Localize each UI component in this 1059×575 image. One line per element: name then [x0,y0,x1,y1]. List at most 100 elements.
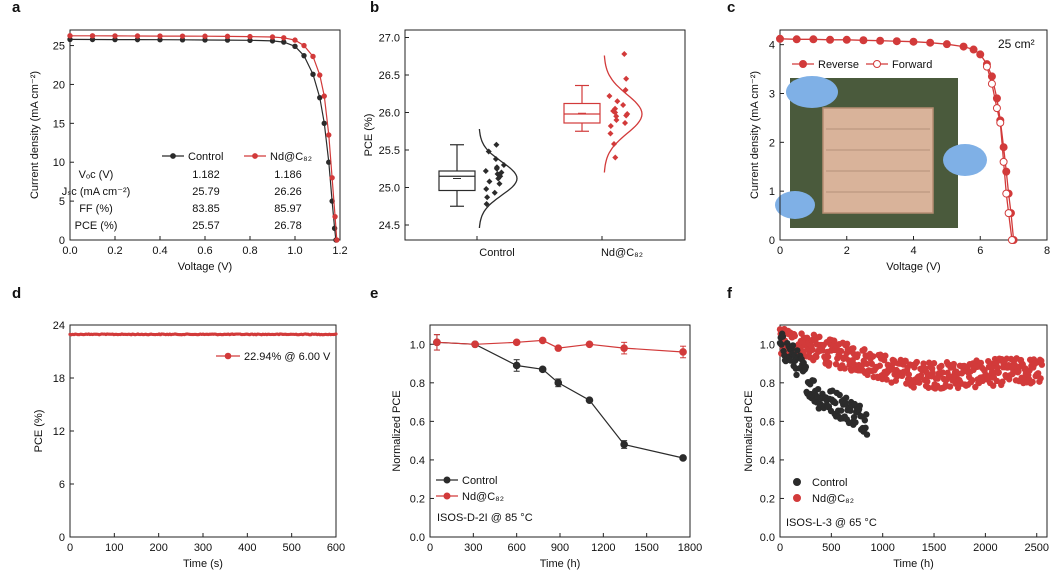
data-point [779,333,787,340]
data-point [987,79,996,88]
data-point [621,51,628,57]
data-point [850,413,858,421]
y-tick-label: 5 [59,196,65,208]
data-point [321,93,327,99]
data-point [793,478,801,486]
y-tick-label: 10 [53,157,65,169]
series-line [70,35,338,241]
data-point [1038,361,1046,368]
data-point [859,36,868,45]
data-point [301,52,307,59]
data-point [824,353,832,360]
panel-letter: e [370,285,378,302]
data-point [995,369,1002,376]
category-label: Control [479,247,514,259]
data-point [876,36,885,45]
y-tick-label: 0.8 [760,378,775,390]
x-tick-label: 0.2 [107,245,122,257]
data-point [610,141,617,147]
table-cell: 25.57 [192,220,220,232]
data-point [993,377,1001,385]
x-tick-label: 1800 [678,542,702,554]
data-point [793,494,801,502]
x-axis-label: Voltage (V) [178,261,232,273]
data-point [607,130,614,137]
panel-a: a 0.0 0.2 0.4 0.6 0.8 1.0 1.2 0 5 10 15 20 25 Voltage … [12,0,348,273]
data-point [679,348,687,356]
panel-letter: b [370,0,379,16]
table-cell: 83.85 [192,203,220,215]
data-point [837,407,845,414]
data-point [793,371,800,379]
x-axis-label: Time (h) [893,558,934,570]
data-point [902,357,909,365]
x-tick-label: 600 [507,542,525,554]
data-point [433,338,441,347]
table-row-label: Jₛᴄ (mA cm⁻²) [62,186,131,198]
data-point [334,332,338,336]
data-point [620,102,627,108]
table-row-label: Vₒᴄ (V) [79,169,114,181]
data-point [813,353,820,361]
data-point [892,37,901,46]
data-point [999,157,1008,166]
table-cell: 1.186 [274,169,302,181]
panel-d: d 0 100 200 300 400 500 600 0 6 12 18 24 Time (s) PCE … [12,285,345,570]
x-tick-label: 300 [464,542,482,554]
data-point [269,34,276,40]
data-point [443,492,451,500]
x-tick-label: 500 [822,542,840,554]
table-cell: 26.26 [274,186,302,198]
x-tick-label: 0.6 [197,245,212,257]
data-point [862,424,869,432]
data-point [612,154,619,161]
panel-e: e 0 300 600 900 1200 1500 1800 0.0 0.2 0.4 0.6 0.8 1.… [370,285,702,570]
panel-b: b 24.5 25.0 25.5 26.0 26.5 27.0 PCE (%) Control N… [363,0,686,259]
data-point [538,336,547,345]
data-point [929,369,937,377]
data-point [977,359,985,367]
data-point [863,411,870,418]
y-axis-label: Normalized PCE [743,390,755,471]
y-tick-label: 6 [59,479,65,491]
legend-label: Forward [892,59,932,71]
data-point [317,94,323,101]
y-tick-label: 15 [53,118,65,130]
data-point [281,39,287,45]
y-tick-label: 1 [769,186,775,198]
panel-letter: f [727,285,733,302]
data-point [554,344,563,352]
y-tick-label: 12 [53,426,65,438]
x-axis-label: Time (s) [183,558,223,570]
data-point [789,342,797,349]
data-point [791,332,798,340]
data-point [247,33,253,40]
table-cell: 1.182 [192,169,220,181]
x-tick-label: 0.8 [242,245,257,257]
y-tick-label: 25 [53,41,65,53]
category-label: Nd@C₈₂ [601,247,643,259]
data-point [999,378,1006,385]
data-point [847,407,854,414]
data-point [326,132,332,138]
data-point [778,341,785,348]
data-point [623,112,630,119]
data-point [994,364,1001,371]
distribution-curve [603,55,643,173]
data-point [832,360,840,368]
x-tick-label: 1500 [922,542,946,554]
data-point [622,120,629,126]
data-point [512,361,521,370]
legend-label: Control [812,477,847,489]
data-point [67,33,73,39]
data-point [252,153,258,159]
y-axis-label: PCE (%) [363,114,375,157]
data-point [916,379,923,386]
y-tick-label: 0.4 [410,455,425,467]
data-point [482,168,489,174]
data-point [837,347,845,355]
data-point [607,123,614,129]
x-tick-label: 0 [777,245,783,257]
data-point [861,346,868,353]
